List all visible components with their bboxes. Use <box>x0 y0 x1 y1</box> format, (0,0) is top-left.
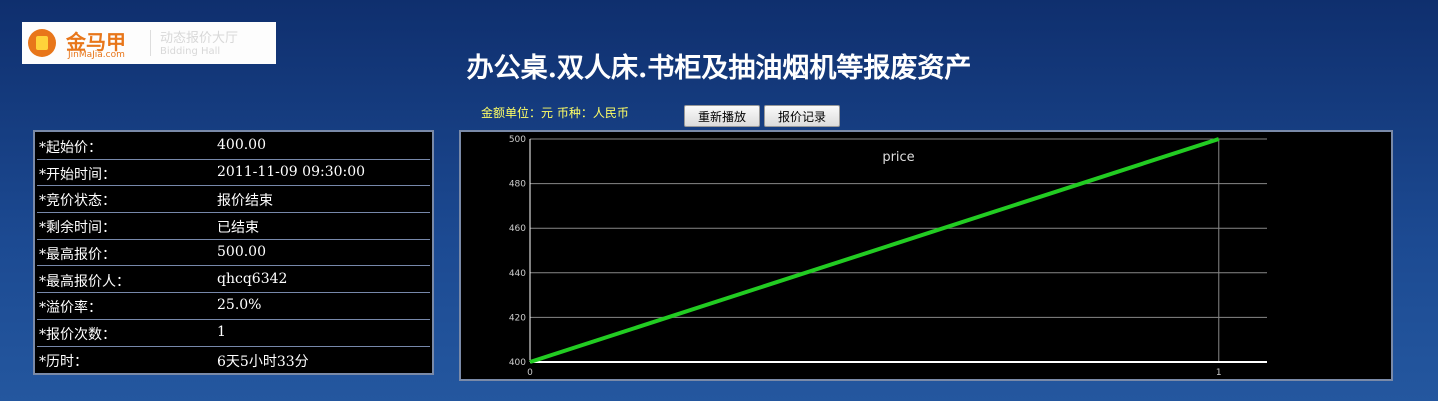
info-row: *开始时间： 2011-11-09 09:30:00 <box>37 159 430 187</box>
info-row: *竞价状态： 报价结束 <box>37 185 430 214</box>
y-tick-label: 420 <box>509 313 526 323</box>
price-line <box>529 137 1220 364</box>
info-label: *报价次数： <box>39 326 116 343</box>
logo-hall-en: Bidding Hall <box>160 46 221 57</box>
info-label: *开始时间： <box>39 166 116 183</box>
info-value: 2011-11-09 09:30:00 <box>217 163 366 180</box>
info-value: 1 <box>217 323 226 340</box>
info-row: *报价次数： 1 <box>37 319 430 347</box>
info-value: qhcq6342 <box>217 270 288 287</box>
x-tick-label: 1 <box>1216 368 1222 378</box>
info-label: *竞价状态： <box>39 193 116 210</box>
chart-panel: 400 420 440 460 480 500 0 1 price <box>459 130 1393 381</box>
unit-note: 金额单位：元 币种：人民币 <box>481 106 629 120</box>
y-tick-label: 440 <box>509 269 526 279</box>
logo-hall: 动态报价大厅 <box>160 31 239 46</box>
info-value: 25.0% <box>217 297 262 314</box>
info-row: *溢价率： 25.0% <box>37 292 430 320</box>
info-label: *最高报价： <box>39 246 116 263</box>
logo-separator <box>150 30 151 56</box>
logo: 金马甲 JinMaJia.com 动态报价大厅 Bidding Hall <box>22 22 276 64</box>
y-tick-label: 460 <box>509 224 526 234</box>
logo-site: JinMaJia.com <box>68 50 125 60</box>
info-value: 400.00 <box>217 137 266 153</box>
y-tick-label: 400 <box>509 358 526 368</box>
info-value: 已结束 <box>217 220 259 237</box>
logo-name: 金马甲 <box>66 30 126 54</box>
info-label: *剩余时间： <box>39 220 116 237</box>
logo-icon <box>28 29 56 57</box>
replay-button[interactable]: 重新播放 <box>684 105 760 127</box>
info-label: *最高报价人： <box>39 273 130 290</box>
page-title: 办公桌.双人床.书柜及抽油烟机等报废资产 <box>466 53 972 84</box>
info-row: *最高报价： 500.00 <box>37 239 430 267</box>
x-tick-label: 0 <box>527 368 533 378</box>
info-row: *起始价： 400.00 <box>37 132 430 160</box>
info-value: 报价结束 <box>217 193 273 210</box>
info-label: *起始价： <box>39 140 102 156</box>
info-label: *历时： <box>39 353 88 370</box>
info-value: 6天5小时33分 <box>217 353 309 370</box>
legend-label: price <box>882 150 914 165</box>
info-label: *溢价率： <box>39 300 102 317</box>
y-tick-label: 480 <box>509 180 526 190</box>
records-button[interactable]: 报价记录 <box>764 105 840 127</box>
y-tick-label: 500 <box>509 135 526 145</box>
info-row: *剩余时间： 已结束 <box>37 212 430 240</box>
info-row: *历时： 6天5小时33分 <box>37 346 430 373</box>
info-table: *起始价： 400.00 *开始时间： 2011-11-09 09:30:00 *竞价状… <box>33 130 434 375</box>
chart: 400 420 440 460 480 500 0 1 price <box>509 135 1267 378</box>
info-row: *最高报价人： qhcq6342 <box>37 266 430 294</box>
info-value: 500.00 <box>217 243 266 260</box>
